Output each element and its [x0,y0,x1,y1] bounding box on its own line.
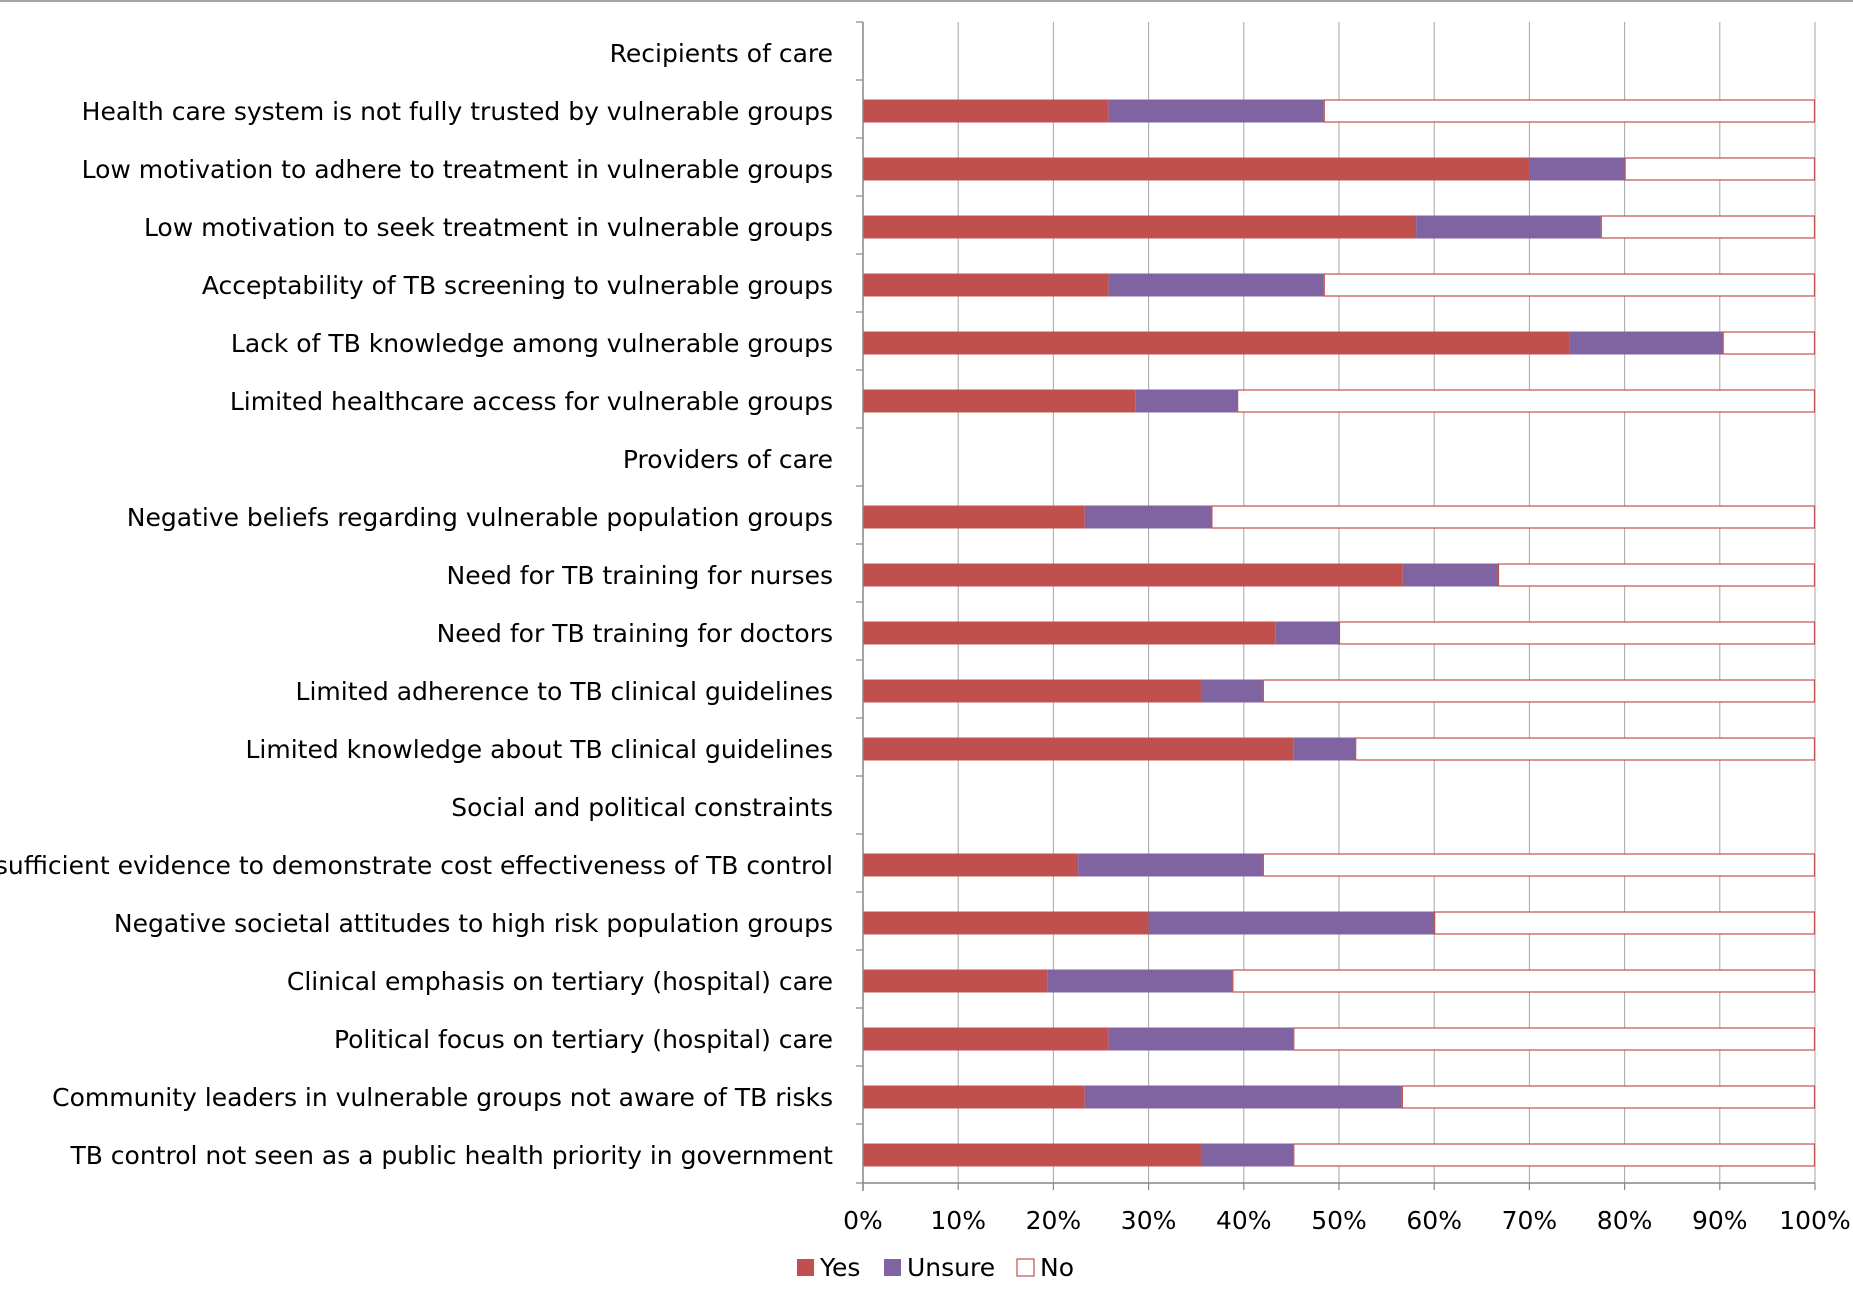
bar-no [1262,853,1816,877]
bar-no [1722,331,1816,355]
bar-yes [863,389,1136,413]
bar-unsure [1084,505,1212,529]
category-labels: Recipients of care Health care system is … [0,39,833,1170]
legend-label-unsure: Unsure [907,1253,995,1282]
x-tick-label: 50% [1311,1206,1367,1235]
bar-yes [863,853,1079,877]
bar-yes [863,679,1201,703]
bar-yes [863,621,1276,645]
bar-unsure [1084,1085,1402,1109]
axes [856,21,1816,1191]
bar-yes [863,1143,1201,1167]
category-label: Limited adherence to TB clinical guideli… [296,677,833,706]
bar-yes [863,157,1530,181]
bar-yes [863,331,1570,355]
legend-label-no: No [1040,1253,1074,1282]
bar-unsure [1135,389,1238,413]
bars [863,99,1816,1167]
x-tick-label: 60% [1406,1206,1462,1235]
category-label: Providers of care [623,445,833,474]
category-label: Social and political constraints [451,793,833,822]
bar-unsure [1200,1143,1294,1167]
category-label: Acceptability of TB screening to vulnera… [202,271,833,300]
category-label: Political focus on tertiary (hospital) c… [334,1025,833,1054]
bar-yes [863,99,1109,123]
legend-swatch-unsure [884,1259,901,1276]
bar-yes [863,737,1294,761]
bar-yes [863,505,1085,529]
bar-no [1237,389,1816,413]
category-label: Insufficient evidence to demonstrate cos… [0,851,833,880]
category-label: Negative societal attitudes to high risk… [114,909,833,938]
x-tick-label: 0% [843,1206,883,1235]
bar-no [1323,273,1816,297]
bar-no [1401,1085,1816,1109]
x-tick-label: 90% [1692,1206,1748,1235]
category-label: Negative beliefs regarding vulnerable po… [127,503,833,532]
x-tick-label: 30% [1121,1206,1177,1235]
bar-yes [863,273,1109,297]
bar-yes [863,1027,1109,1051]
x-tick-label: 70% [1502,1206,1558,1235]
bar-no [1624,157,1816,181]
bar-unsure [1047,969,1233,993]
bar-no [1338,621,1816,645]
category-label: Limited healthcare access for vulnerable… [230,387,833,416]
legend-swatch-no [1016,1258,1035,1277]
bar-yes [863,969,1048,993]
bar-yes [863,1085,1085,1109]
bar-unsure [1402,563,1498,587]
bar-no [1293,1027,1816,1051]
bar-no [1323,99,1816,123]
category-label: Limited knowledge about TB clinical guid… [245,735,833,764]
bar-no [1211,505,1816,529]
bar-no [1434,911,1816,935]
legend: Yes Unsure No [797,1253,1074,1282]
x-tick-label: 100% [1779,1206,1850,1235]
category-label: Recipients of care [610,39,833,68]
category-label: Need for TB training for nurses [447,561,834,590]
category-label: Low motivation to adhere to treatment in… [82,155,833,184]
x-tick-label: 40% [1216,1206,1272,1235]
legend-swatch-yes [797,1259,814,1276]
category-label: Low motivation to seek treatment in vuln… [144,213,833,242]
bar-no [1232,969,1816,993]
bar-unsure [1569,331,1723,355]
category-label: TB control not seen as a public health p… [69,1141,833,1170]
bar-no [1355,737,1816,761]
bar-unsure [1108,1027,1294,1051]
bar-yes [863,215,1417,239]
category-label: Health care system is not fully trusted … [82,97,833,126]
bar-unsure [1275,621,1339,645]
bar-no [1262,679,1816,703]
category-label: Community leaders in vulnerable groups n… [52,1083,833,1112]
x-tick-label: 80% [1597,1206,1653,1235]
bar-unsure [1293,737,1356,761]
bar-no [1497,563,1816,587]
x-tick-label: 10% [930,1206,986,1235]
category-label: Clinical emphasis on tertiary (hospital)… [287,967,833,996]
bar-yes [863,911,1149,935]
bar-unsure [1529,157,1625,181]
bar-unsure [1108,99,1324,123]
category-label: Need for TB training for doctors [437,619,833,648]
bar-unsure [1200,679,1263,703]
bar-unsure [1416,215,1601,239]
bar-yes [863,563,1403,587]
legend-label-yes: Yes [819,1253,860,1282]
bar-no [1293,1143,1816,1167]
category-label: Lack of TB knowledge among vulnerable gr… [231,329,833,358]
bar-unsure [1108,273,1324,297]
grid-lines [957,22,1816,1183]
bar-no [1600,215,1816,239]
bar-unsure [1078,853,1263,877]
x-tick-labels: 0% 10% 20% 30% 40% 50% 60% 70% 80% 90% 100% [843,1206,1851,1235]
bar-unsure [1148,911,1435,935]
x-tick-label: 20% [1026,1206,1082,1235]
